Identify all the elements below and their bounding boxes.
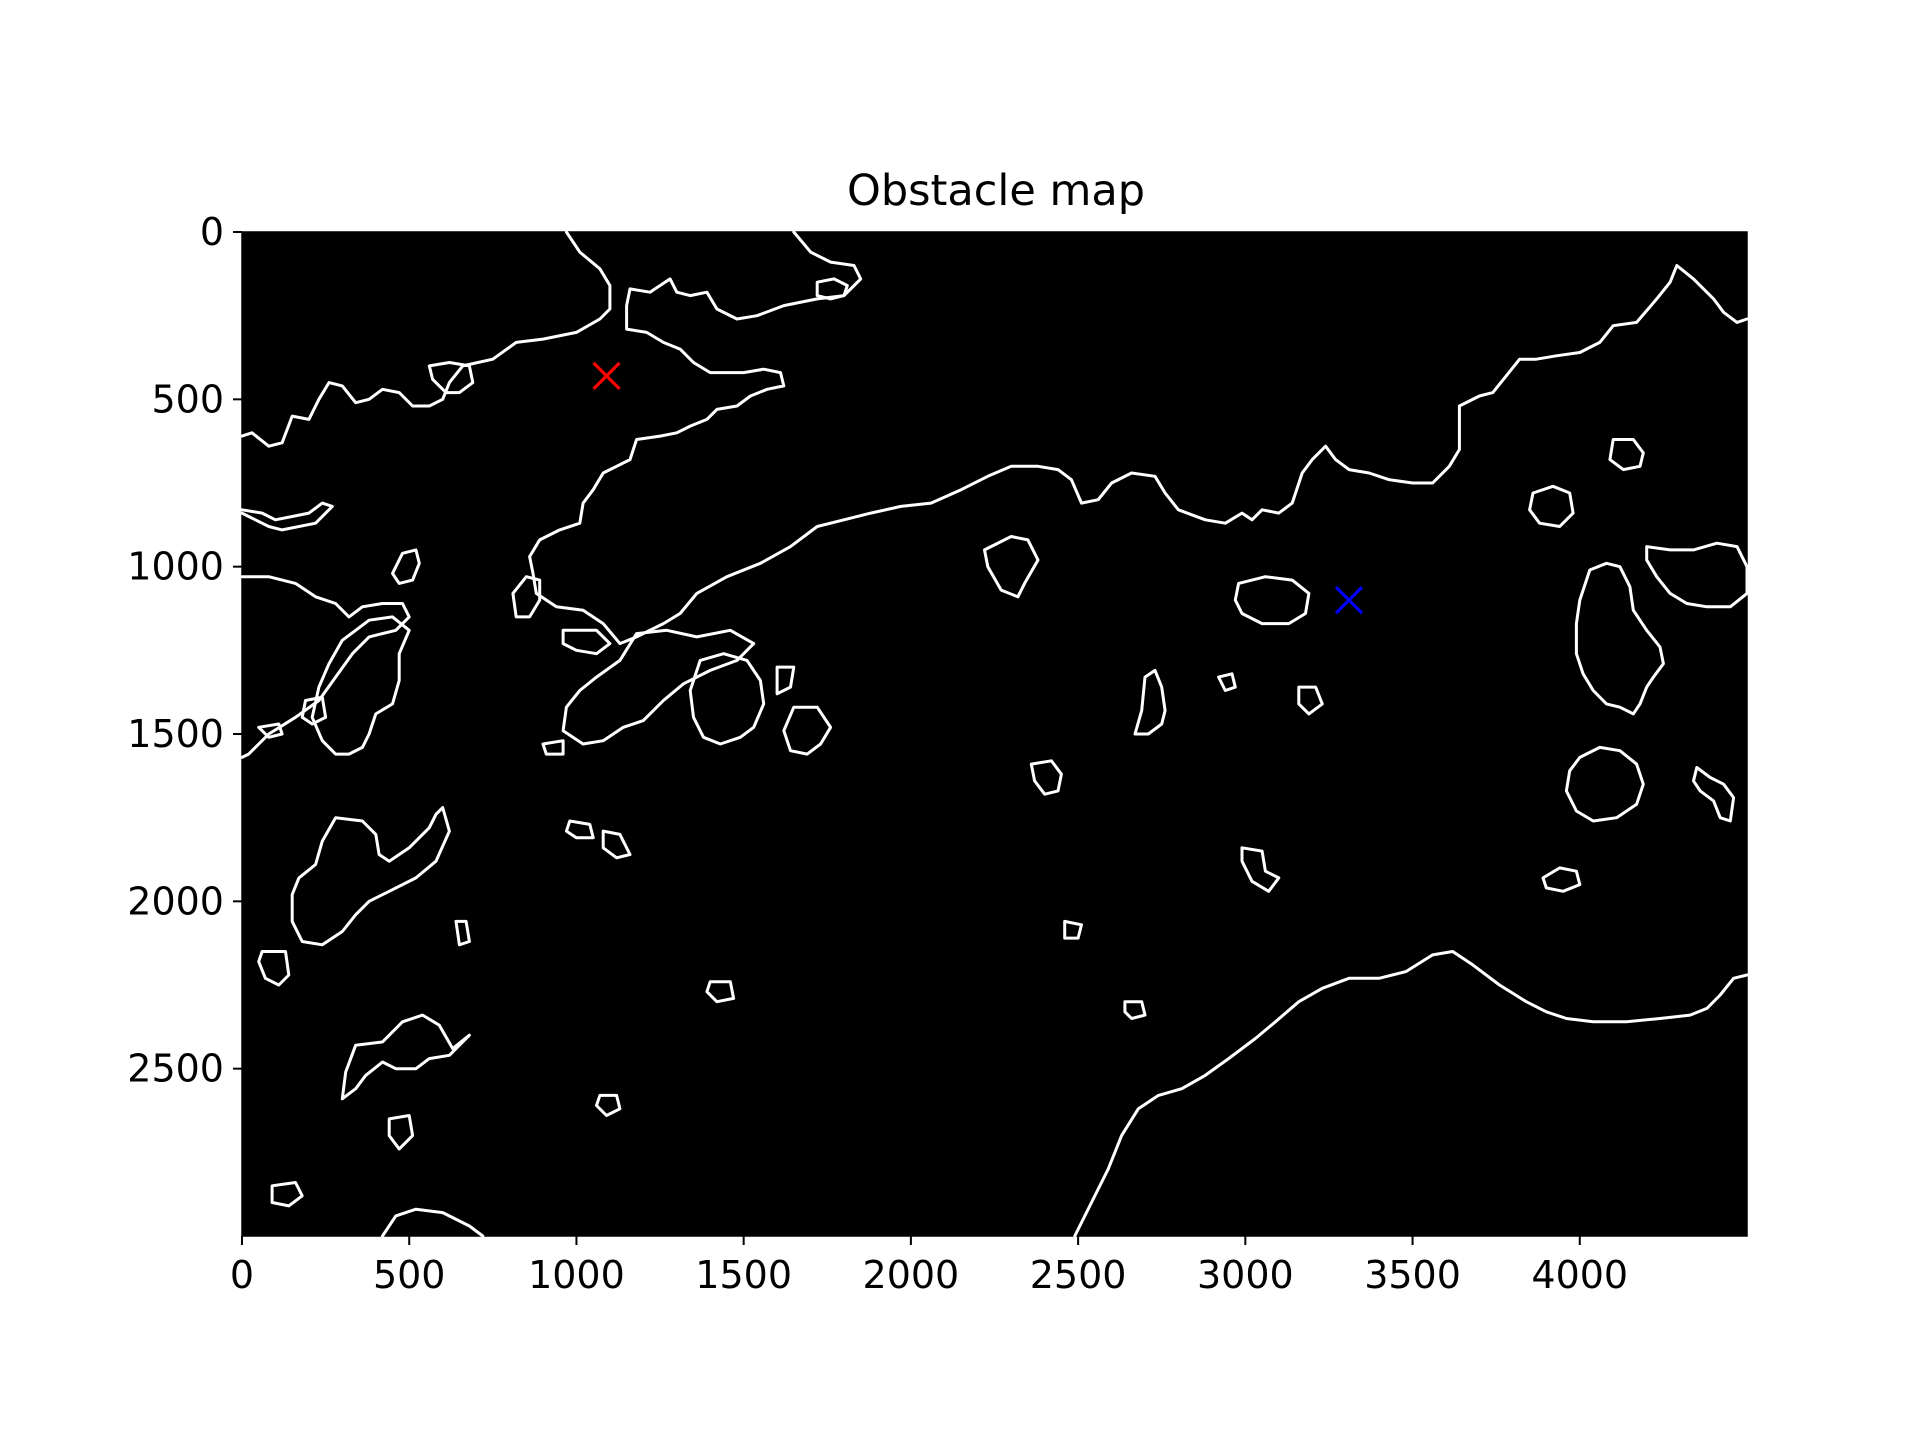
obstacle-contour <box>427 361 475 395</box>
x-tick-label: 1500 <box>695 1253 792 1297</box>
y-tick-label: 1500 <box>127 712 224 756</box>
y-tick-label: 2500 <box>127 1047 224 1091</box>
obstacle-contour <box>310 615 411 756</box>
obstacle-contour <box>1645 541 1749 609</box>
obstacle-contour <box>381 1207 485 1238</box>
obstacle-contour <box>1692 766 1736 823</box>
obstacle-contour <box>240 230 612 448</box>
obstacle-contour <box>595 1093 622 1117</box>
obstacle-contour <box>257 722 284 739</box>
obstacle-contour <box>1029 759 1063 796</box>
obstacle-contour <box>815 277 849 301</box>
obstacle-contour <box>1063 919 1083 940</box>
obstacle-contour <box>240 575 411 759</box>
obstacle-contour <box>1240 846 1281 893</box>
x-tick-label: 500 <box>373 1253 446 1297</box>
obstacle-contours <box>240 230 1749 1238</box>
x-tick-label: 1000 <box>528 1253 625 1297</box>
obstacle-contour <box>454 919 471 947</box>
obstacle-contour <box>1123 1000 1147 1020</box>
obstacle-contour <box>775 665 796 696</box>
obstacle-contour <box>705 980 736 1004</box>
goal-marker <box>1334 586 1364 615</box>
obstacle-contour <box>300 695 328 726</box>
obstacle-contour <box>240 501 334 532</box>
start-marker <box>592 361 621 391</box>
y-axis-ticks: 0 500 1000 1500 2000 2500 <box>127 210 242 1091</box>
obstacle-contour <box>561 628 612 656</box>
obstacle-contour <box>1564 745 1645 823</box>
y-tick-label: 0 <box>200 210 224 254</box>
obstacle-contour <box>983 535 1040 599</box>
x-tick-label: 0 <box>230 1253 254 1297</box>
obstacle-contour <box>564 819 595 840</box>
obstacle-contour <box>528 230 1749 646</box>
markers <box>592 361 1364 615</box>
y-tick-label: 500 <box>151 377 224 421</box>
obstacle-contour <box>270 1181 304 1208</box>
obstacle-contour <box>1133 668 1167 736</box>
obstacle-contour <box>1073 950 1749 1238</box>
x-tick-label: 3000 <box>1197 1253 1294 1297</box>
x-axis-ticks: 0 500 1000 1500 2000 2500 3000 3500 4000 <box>230 1236 1628 1297</box>
obstacle-contour <box>541 739 565 756</box>
obstacle-contour <box>1528 484 1575 528</box>
obstacle-contour <box>290 806 451 947</box>
obstacle-contour <box>688 652 766 746</box>
obstacle-contour <box>1608 438 1645 472</box>
obstacle-contour <box>340 1013 471 1101</box>
plot-area <box>241 231 1748 1237</box>
obstacle-contour <box>561 628 756 746</box>
obstacle-contour <box>257 950 291 987</box>
obstacle-contour <box>511 575 542 619</box>
y-tick-label: 2000 <box>127 879 224 923</box>
obstacle-contour <box>1541 866 1582 893</box>
x-tick-label: 2000 <box>863 1253 960 1297</box>
obstacle-contour <box>601 829 632 860</box>
obstacle-contour <box>1574 561 1665 716</box>
obstacle-contour <box>391 548 421 585</box>
obstacle-contour <box>387 1114 415 1151</box>
obstacle-contour <box>1217 672 1237 692</box>
obstacle-contour <box>1297 685 1324 716</box>
chart-title: Obstacle map <box>847 166 1145 216</box>
y-tick-label: 1000 <box>127 545 224 589</box>
x-tick-label: 2500 <box>1030 1253 1127 1297</box>
x-tick-label: 3500 <box>1364 1253 1461 1297</box>
obstacle-contour <box>1233 575 1311 626</box>
x-tick-label: 4000 <box>1531 1253 1628 1297</box>
obstacle-contour <box>782 705 833 756</box>
